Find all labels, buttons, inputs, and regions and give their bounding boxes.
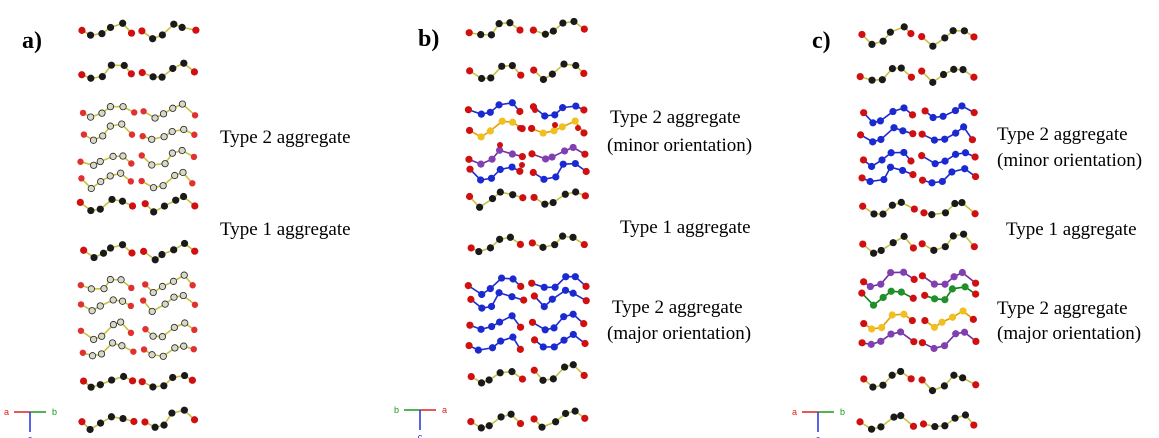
annotation: Type 2 aggregate: [610, 107, 741, 128]
axis-label: a: [792, 407, 797, 417]
axis-icon: b a c: [394, 405, 447, 438]
axis-label: c: [28, 434, 33, 438]
annotation: Type 2 aggregate: [997, 124, 1128, 145]
panel-label: b): [418, 26, 439, 52]
annotation: Type 1 aggregate: [620, 217, 751, 238]
panel-label: a): [22, 28, 42, 54]
axis-label: a: [4, 407, 9, 417]
annotation: (major orientation): [607, 323, 751, 344]
axis-icon: a b c: [792, 407, 845, 438]
axis-label: b: [840, 407, 845, 417]
annotation: Type 2 aggregate: [220, 127, 351, 148]
annotation: (minor orientation): [997, 150, 1142, 171]
axis-icon: a b c: [4, 407, 57, 438]
annotation: Type 1 aggregate: [1006, 219, 1137, 240]
annotation: Type 1 aggregate: [220, 219, 351, 240]
molecules: [76, 17, 980, 434]
annotation: (minor orientation): [607, 135, 752, 156]
annotation: (major orientation): [997, 323, 1141, 344]
axis-label: b: [394, 405, 399, 415]
axis-label: c: [418, 432, 423, 438]
annotation: Type 2 aggregate: [997, 298, 1128, 319]
axis-label: c: [816, 434, 821, 438]
annotation: Type 2 aggregate: [612, 297, 743, 318]
axis-label: a: [442, 405, 447, 415]
panel-label: c): [812, 28, 831, 54]
axis-label: b: [52, 407, 57, 417]
